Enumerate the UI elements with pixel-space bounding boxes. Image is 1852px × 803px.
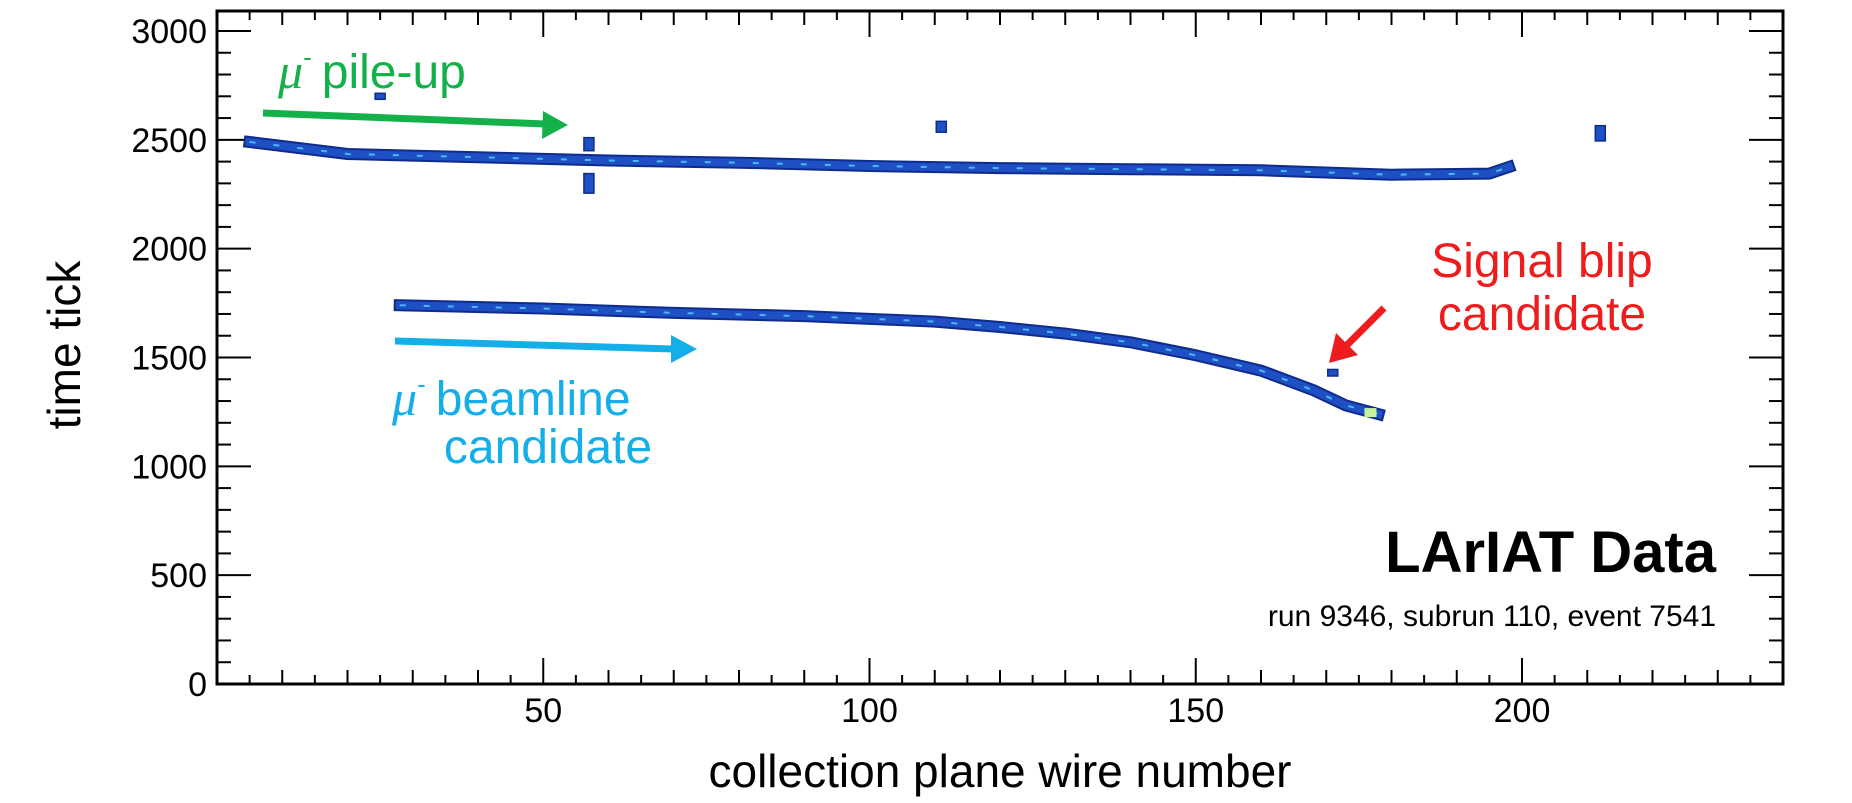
blip [583,172,595,194]
x-tick-label: 50 [524,692,562,730]
y-axis-title: time tick [38,260,90,430]
data-label-title: LArIAT Data [1385,520,1717,585]
blip [1327,368,1339,377]
x-axis-title: collection plane wire number [709,745,1292,797]
blip [583,136,595,152]
x-tick-label: 100 [841,692,898,730]
mu-symbol: μ [391,370,417,426]
axis-ticks [217,11,1783,684]
track-line [395,301,1384,419]
y-tick-label: 1500 [131,340,207,378]
y-tick-label: 2000 [131,231,207,269]
y-tick-label: 2500 [131,122,207,160]
beamline-label-line2: candidate [444,421,652,474]
y-tick-label: 500 [150,557,207,595]
beamline-arrow [394,335,697,363]
y-tick-label: 3000 [131,13,207,51]
blips [374,92,1607,377]
pileup-arrow [262,109,568,139]
data-label-subtitle: run 9346, subrun 110, event 7541 [1268,600,1716,633]
mu-charge: - [303,42,312,72]
track-bragg-peak [1364,408,1377,418]
beamline-label-line1: μ-beamline [391,369,631,426]
blip-arrow [1329,305,1387,363]
mu-charge: - [417,369,426,399]
x-tick-label: 200 [1494,692,1551,730]
tracks [242,135,1517,422]
blip [374,92,386,101]
pileup-label: μ-pile-up [277,42,466,99]
blip-label-line1: Signal blip [1431,235,1652,288]
blip [1594,124,1607,142]
track-line [245,137,1514,179]
blip [935,120,948,133]
y-tick-label: 1000 [131,448,207,486]
blip-label-line2: candidate [1438,288,1646,341]
x-tick-label: 150 [1167,692,1224,730]
mu-symbol: μ [277,43,303,99]
y-tick-label: 0 [188,666,207,704]
